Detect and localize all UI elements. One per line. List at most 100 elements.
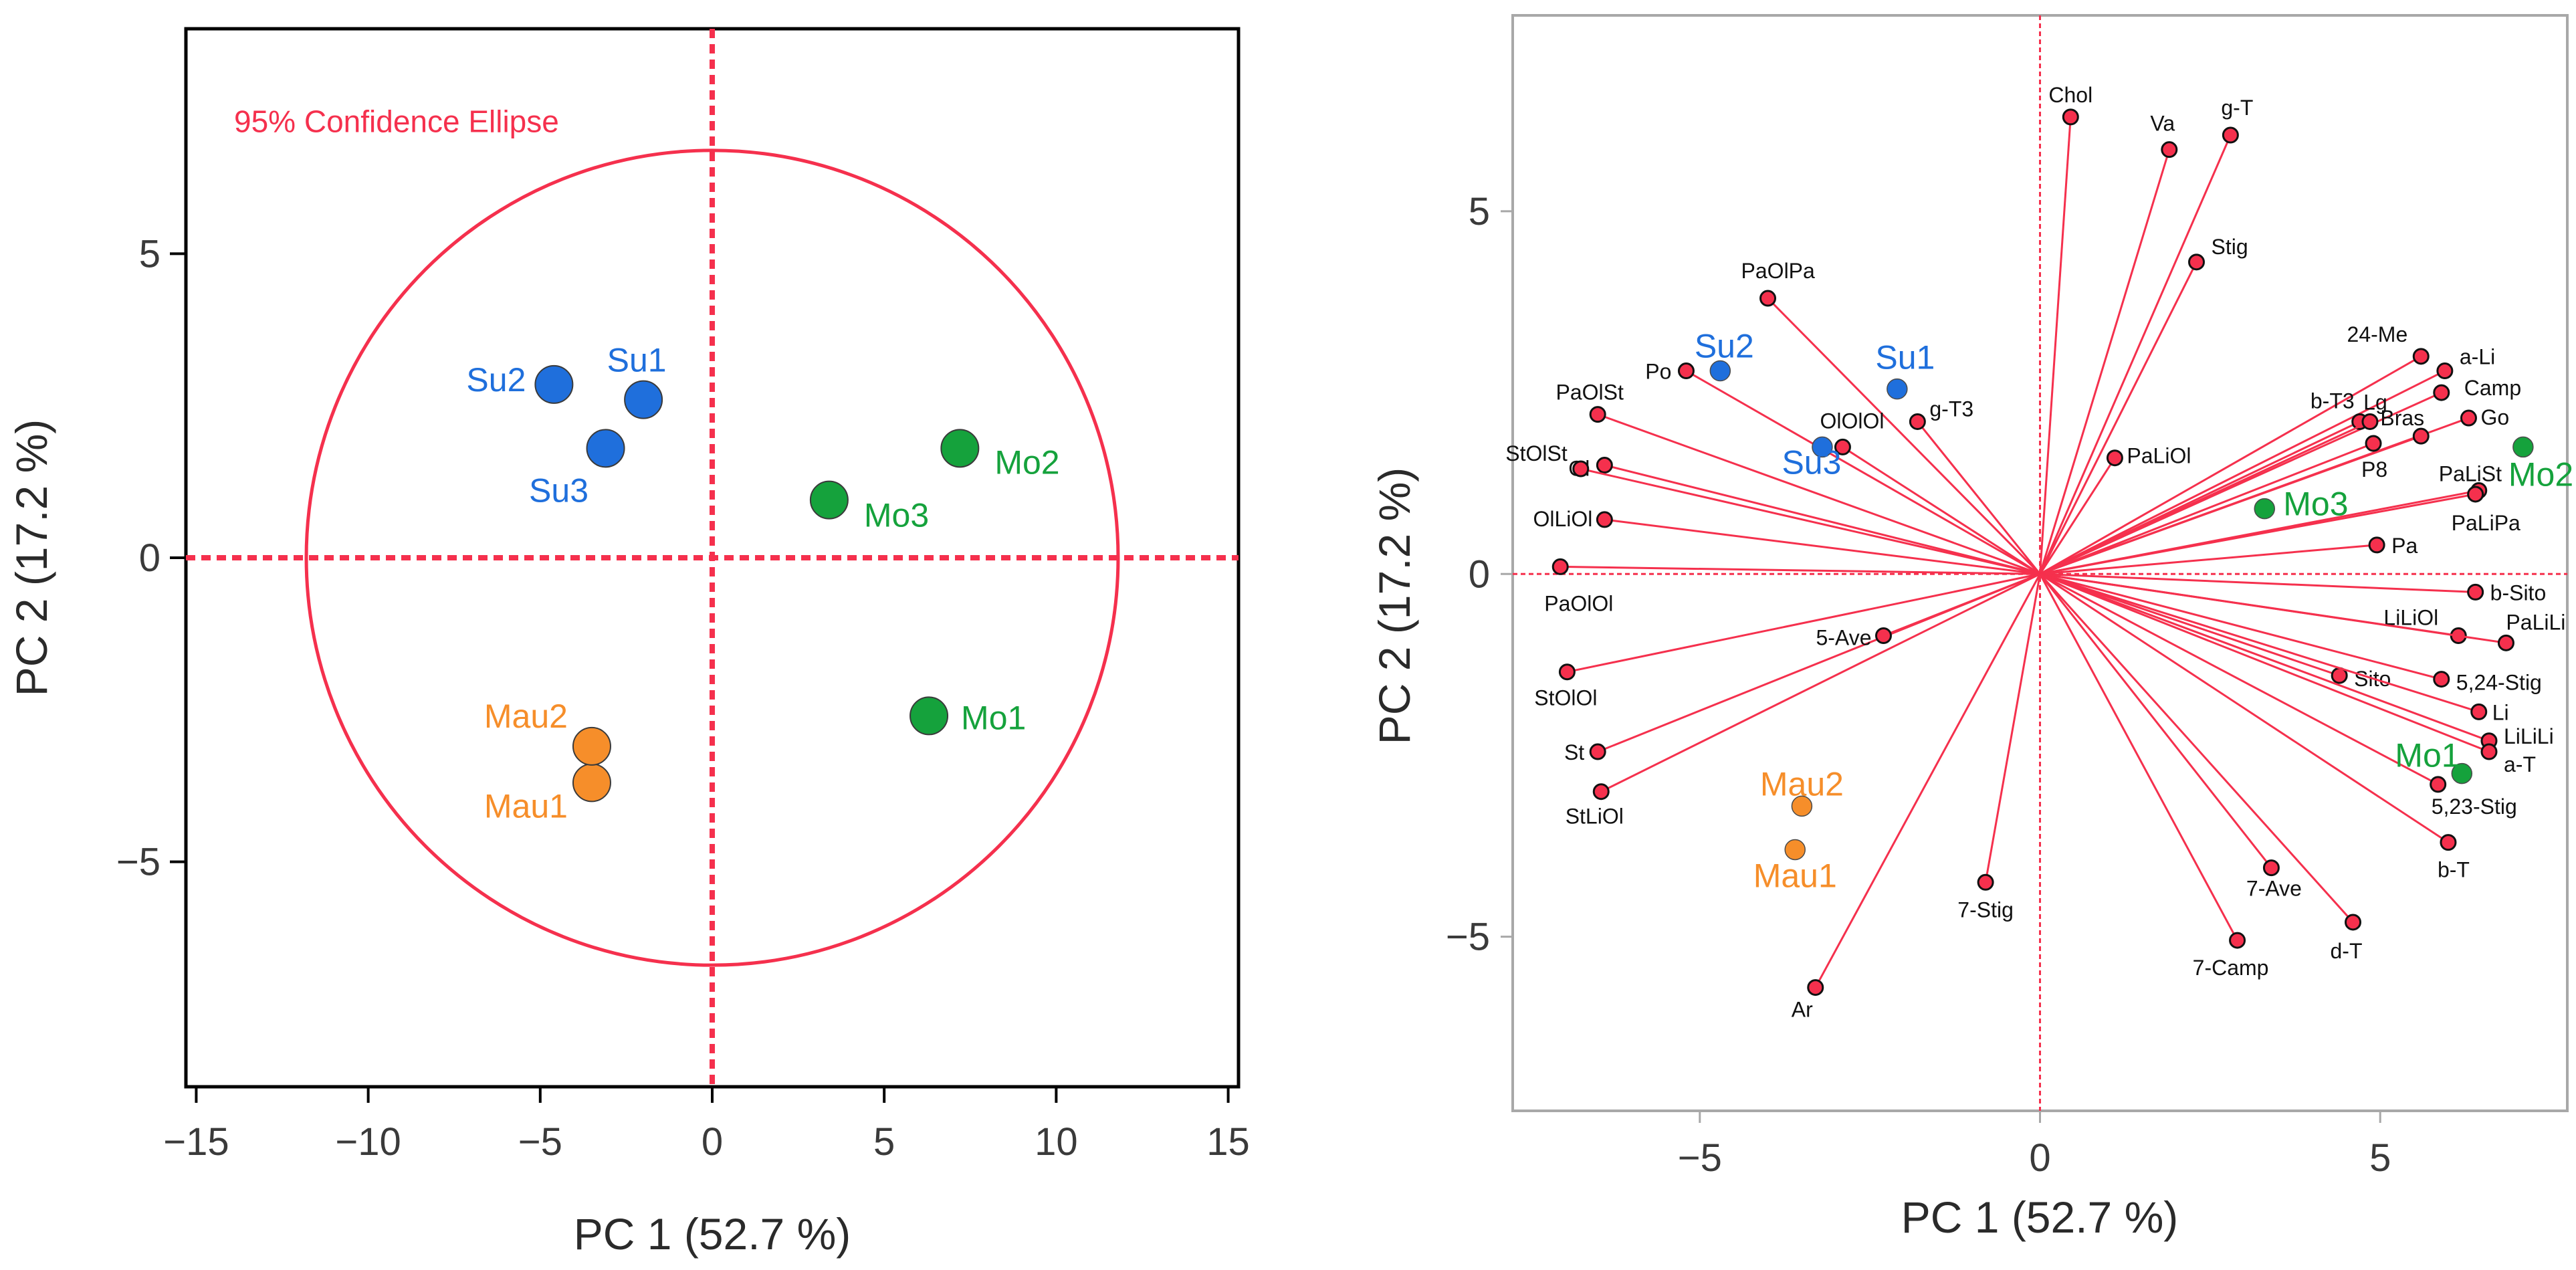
- sample-label: Su3: [1782, 443, 1841, 481]
- x-axis-title: PC 1 (52.7 %): [1901, 1192, 2179, 1242]
- loading-tip: [1677, 362, 1695, 380]
- loading-vector: [1600, 572, 2041, 793]
- loading-vector: [1560, 565, 2040, 575]
- x-tick-label: −10: [335, 1120, 401, 1164]
- loading-vector: [1580, 467, 2040, 575]
- loading-vector: [1917, 421, 2041, 575]
- loading-vector: [2040, 572, 2442, 681]
- loading-label: a-T: [2504, 752, 2536, 776]
- loading-label: 7-Camp: [2193, 956, 2269, 980]
- loading-vector: [1604, 518, 2040, 575]
- loading-label: Lg: [2363, 390, 2387, 414]
- loading-tip: [1759, 290, 1777, 307]
- loading-label: Ar: [1792, 998, 1813, 1022]
- loading-tip: [2222, 126, 2239, 144]
- loading-vector: [2040, 572, 2480, 713]
- loading-tip: [2361, 413, 2379, 430]
- loading-label: 24-Me: [2347, 322, 2408, 346]
- loading-label: g-T: [2221, 96, 2253, 120]
- sample-point: [572, 763, 611, 803]
- y-tick-label: 5: [1469, 190, 1490, 233]
- loading-label: Pa: [2391, 534, 2418, 558]
- loading-label: a-Li: [2460, 345, 2495, 369]
- loading-tip: [1807, 979, 1824, 996]
- loading-label: Po: [1645, 360, 1671, 384]
- loading-vector: [2039, 573, 2449, 843]
- loading-vector: [2039, 572, 2490, 742]
- loading-label: b-Sito: [2490, 580, 2547, 605]
- loading-label: d-T: [2331, 939, 2363, 963]
- sample-label: Su1: [607, 342, 667, 379]
- loading-tip: [1589, 406, 1606, 423]
- sample-label: Mo1: [2395, 737, 2460, 774]
- loading-label: PaLiSt: [2439, 462, 2502, 486]
- loading-tip: [1551, 558, 1569, 575]
- sample-label: Su1: [1875, 339, 1935, 377]
- sample-label: Mo2: [2508, 455, 2573, 493]
- sample-point: [940, 429, 980, 468]
- x-tick-label: 10: [1035, 1120, 1078, 1164]
- sample-label: Su2: [466, 361, 526, 399]
- loading-tip: [1592, 783, 1610, 801]
- loading-tip: [2467, 486, 2484, 503]
- loading-tip: [2497, 634, 2514, 651]
- x-tick-label: −5: [518, 1120, 562, 1164]
- sample-point: [909, 696, 949, 736]
- loading-tip: [2368, 536, 2385, 554]
- confidence-ellipse: [304, 148, 1120, 967]
- loading-tip: [2436, 362, 2454, 380]
- loading-label: PaOlSt: [1555, 381, 1623, 405]
- loading-vector: [1567, 572, 2040, 673]
- x-tick-label: 0: [702, 1120, 723, 1164]
- loading-tip: [2460, 409, 2477, 427]
- x-axis-title: PC 1 (52.7 %): [574, 1209, 851, 1259]
- loading-label: 5,23-Stig: [2432, 795, 2517, 819]
- loading-vector: [2039, 442, 2374, 575]
- sample-point: [1791, 795, 1813, 817]
- sample-label: Mau1: [484, 787, 568, 825]
- loading-vector: [2039, 457, 2116, 575]
- loading-label: PaOlPa: [1741, 259, 1815, 283]
- sample-label: Mo3: [864, 497, 929, 534]
- loading-label: St: [1564, 740, 1584, 764]
- sample-label: Mau2: [484, 698, 568, 735]
- x-tick-label: 5: [873, 1120, 895, 1164]
- loading-vector: [2039, 116, 2072, 574]
- sample-point: [572, 726, 611, 766]
- loading-label: 5,24-Stig: [2456, 671, 2542, 695]
- loading-tip: [1558, 663, 1576, 681]
- y-tick-label: 5: [139, 232, 160, 276]
- x-tick-label: 15: [1206, 1120, 1250, 1164]
- loading-vector: [1842, 446, 2041, 575]
- x-tick-label: 5: [2369, 1136, 2391, 1180]
- loading-tip: [1909, 413, 1926, 430]
- loading-label: PaOlOl: [1544, 591, 1613, 615]
- loading-label: 7-Ave: [2246, 877, 2302, 901]
- loading-vector: [2040, 493, 2476, 575]
- loading-vector: [2040, 544, 2377, 575]
- loading-vector: [1883, 572, 2041, 637]
- loading-tip: [2430, 776, 2447, 793]
- loading-tip: [2467, 583, 2484, 601]
- x-tick-label: 0: [2029, 1136, 2050, 1180]
- y-tick-label: −5: [1446, 916, 1490, 959]
- loading-vector: [2040, 572, 2506, 644]
- loading-vector: [1604, 464, 2040, 575]
- loading-label: StOlSt: [1505, 441, 1568, 465]
- loading-vector: [2039, 573, 2272, 869]
- y-tick-label: 0: [1469, 552, 1490, 596]
- loading-vector: [2039, 421, 2371, 575]
- loading-vector: [2039, 573, 2238, 941]
- loading-tip: [1874, 627, 1892, 644]
- sample-point: [2512, 436, 2534, 458]
- loading-tip: [2106, 449, 2123, 467]
- sample-point: [809, 480, 849, 520]
- loading-label: LiLiLi: [2504, 724, 2554, 748]
- loading-tip: [2062, 108, 2079, 126]
- loading-tip: [1572, 460, 1590, 478]
- sample-label: Mo2: [994, 443, 1059, 481]
- loading-label: Bras: [2380, 406, 2424, 430]
- loading-label: 5-Ave: [1816, 625, 1871, 649]
- loading-tip: [2412, 348, 2430, 365]
- loading-tip: [2433, 384, 2450, 401]
